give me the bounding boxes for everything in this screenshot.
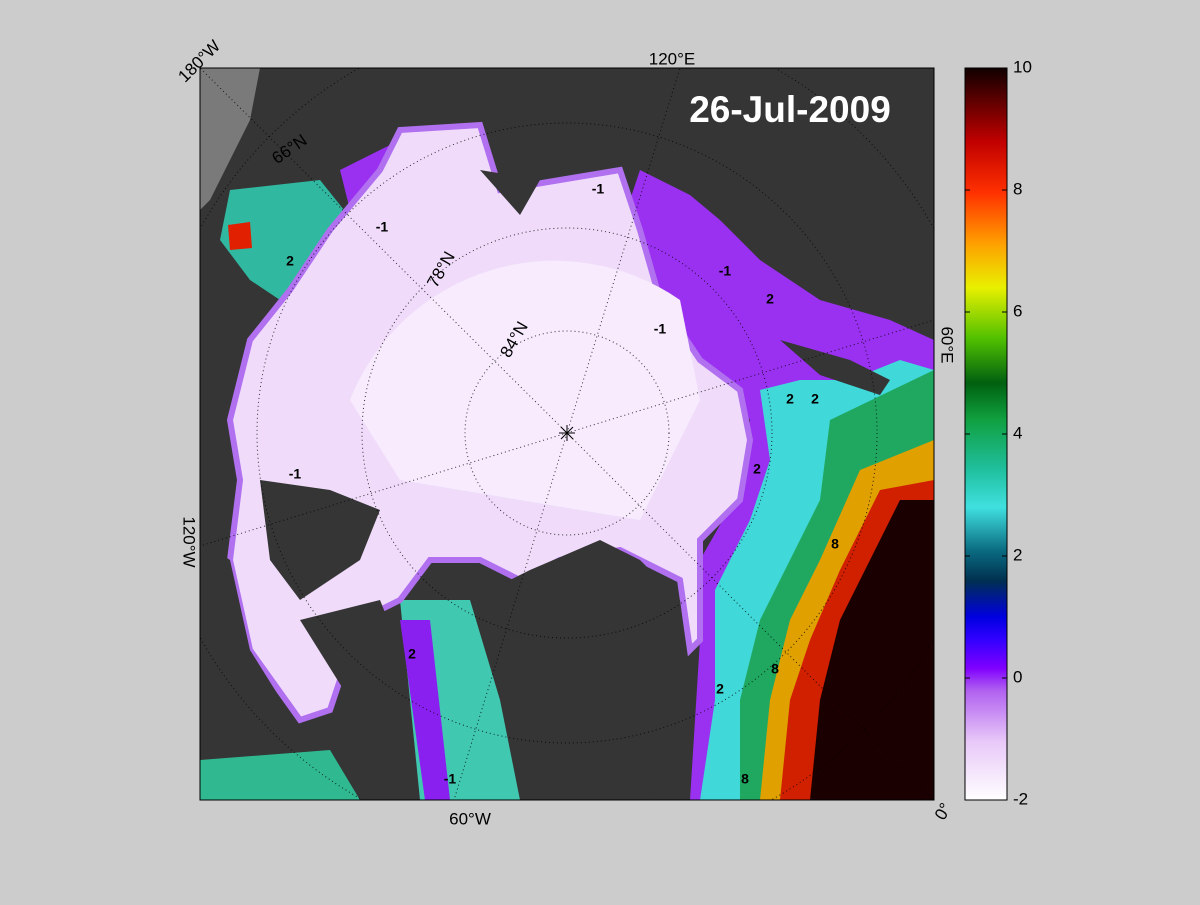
land-island bbox=[300, 600, 400, 700]
colorbar-tick-label: 2 bbox=[1013, 545, 1022, 564]
contour-label: 2 bbox=[716, 681, 724, 697]
contour-label: 2 bbox=[766, 291, 774, 307]
colorbar bbox=[964, 67, 1008, 801]
contour-label: 8 bbox=[831, 536, 839, 552]
colorbar-tick-label: -2 bbox=[1013, 789, 1028, 808]
sea-ice-core bbox=[350, 260, 700, 520]
contour-label: 2 bbox=[753, 461, 761, 477]
colorbar-tick-label: 0 bbox=[1013, 667, 1022, 686]
colorbar-tick-label: 4 bbox=[1013, 423, 1022, 442]
ocean-dark bbox=[810, 500, 934, 800]
contour-label: -1 bbox=[719, 263, 732, 279]
land-shadow bbox=[200, 68, 260, 210]
contour-label: 2 bbox=[786, 391, 794, 407]
contour-label: 2 bbox=[408, 646, 416, 662]
contour-label: -1 bbox=[444, 771, 457, 787]
land-greenland bbox=[470, 540, 690, 800]
colorbar-tick-label: 10 bbox=[1013, 57, 1032, 76]
contour-label: -1 bbox=[654, 321, 667, 337]
colorbar-tick-label: 8 bbox=[1013, 179, 1022, 198]
ocean-warm bbox=[228, 222, 252, 250]
longitude-label: 120°E bbox=[649, 49, 696, 68]
contour-label: 8 bbox=[771, 661, 779, 677]
longitude-label: 0° bbox=[931, 800, 956, 824]
land-island bbox=[260, 480, 380, 600]
contour-label: -1 bbox=[592, 181, 605, 197]
land-novaya bbox=[780, 340, 890, 395]
longitude-label: 60°W bbox=[449, 809, 491, 828]
colorbar-tick-label: 6 bbox=[1013, 301, 1022, 320]
map-frame bbox=[199, 67, 935, 801]
pole-marker bbox=[559, 425, 575, 441]
land-russia bbox=[620, 68, 934, 300]
contour-label: 8 bbox=[741, 771, 749, 787]
contour-label: 2 bbox=[286, 253, 294, 269]
contour-label: -1 bbox=[289, 466, 302, 482]
longitude-label: 60°E bbox=[938, 326, 957, 363]
contour-label: -1 bbox=[376, 219, 389, 235]
ocean-purple bbox=[400, 620, 450, 800]
land-canada bbox=[200, 540, 300, 760]
contour-label: 2 bbox=[811, 391, 819, 407]
date-title: 26-Jul-2009 bbox=[689, 89, 891, 130]
land-island bbox=[480, 170, 540, 215]
ocean-hudson bbox=[200, 750, 360, 800]
longitude-label: 120°W bbox=[180, 516, 199, 567]
